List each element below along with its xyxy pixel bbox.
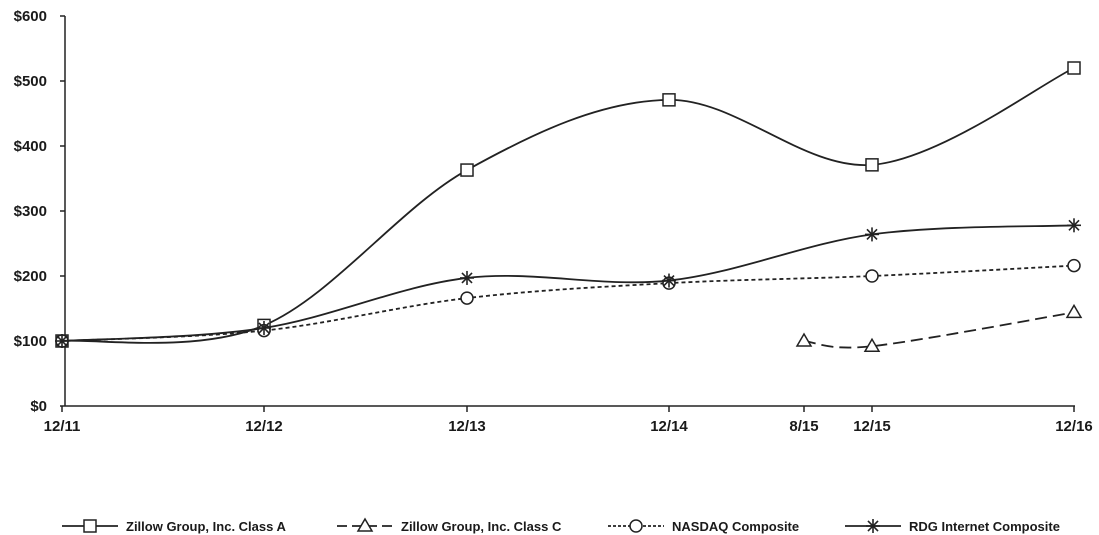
x-tick-label: 12/13 — [448, 418, 486, 435]
data-point-star — [55, 334, 69, 348]
x-tick-label: 12/14 — [650, 418, 688, 435]
legend: Zillow Group, Inc. Class A Zillow Group, … — [62, 517, 1060, 534]
y-tick-label: $400 — [14, 138, 47, 155]
legend-item: Zillow Group, Inc. Class A — [62, 519, 286, 534]
legend-marker-triangle — [356, 517, 374, 532]
data-point-star — [257, 321, 271, 335]
series-square — [55, 61, 1081, 348]
legend-item: Zillow Group, Inc. Class C — [337, 517, 562, 534]
x-tick-label: 12/15 — [853, 418, 891, 435]
series-line — [803, 311, 1075, 349]
legend-label: Zillow Group, Inc. Class C — [401, 519, 562, 534]
series-line — [61, 224, 1075, 342]
series-triangle — [795, 303, 1083, 352]
data-point-circle — [1067, 258, 1081, 273]
x-tick-label: 12/11 — [44, 418, 81, 435]
data-point-square — [865, 158, 879, 172]
x-tick-label: 8/15 — [789, 418, 818, 435]
series-line — [61, 264, 1075, 342]
data-point-square — [1067, 61, 1081, 75]
legend-marker-star — [866, 519, 880, 533]
data-point-circle — [460, 291, 474, 305]
legend-label: NASDAQ Composite — [672, 519, 799, 534]
y-tick-label: $500 — [14, 73, 47, 90]
y-tick-label: $100 — [14, 333, 47, 350]
axes: $0 $100 $200 $300 $400 $500 $600 12/11 12/12 12/1… — [14, 8, 1093, 435]
data-point-star — [460, 270, 474, 285]
legend-item: NASDAQ Composite — [608, 519, 799, 534]
data-point-triangle — [1065, 303, 1083, 319]
legend-item: RDG Internet Composite — [845, 519, 1060, 534]
data-point-star — [865, 227, 879, 242]
series-layer — [55, 61, 1083, 352]
y-tick-label: $0 — [30, 398, 47, 415]
y-tick-label: $300 — [14, 203, 47, 220]
data-point-square — [460, 163, 474, 177]
data-point-star — [1067, 218, 1081, 233]
data-point-square — [662, 93, 676, 107]
legend-marker-square — [83, 519, 97, 533]
legend-label: Zillow Group, Inc. Class A — [126, 519, 286, 534]
x-tick-label: 12/12 — [245, 418, 283, 435]
data-point-circle — [865, 269, 879, 283]
data-point-triangle — [795, 332, 813, 347]
legend-marker-circle — [629, 519, 643, 533]
data-point-star — [662, 273, 676, 288]
data-point-triangle — [863, 337, 881, 352]
y-tick-label: $600 — [14, 8, 47, 25]
series-star — [55, 218, 1081, 348]
x-tick-label: 12/16 — [1055, 418, 1093, 435]
y-tick-label: $200 — [14, 268, 47, 285]
series-line — [61, 67, 1075, 344]
legend-label: RDG Internet Composite — [909, 519, 1060, 534]
